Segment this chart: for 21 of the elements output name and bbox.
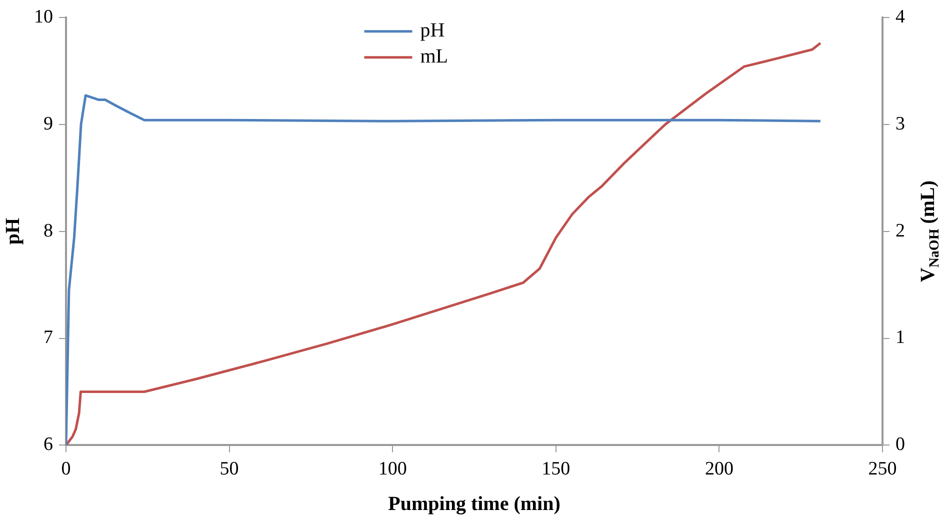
x-tick-label: 150 bbox=[542, 458, 570, 480]
y-axis-title: pH bbox=[2, 218, 24, 245]
y2-axis-title: VNaOH (mL) bbox=[917, 180, 943, 282]
y-tick-label: 10 bbox=[34, 6, 53, 28]
y-tick-label: 6 bbox=[44, 434, 53, 456]
x-tick-label: 100 bbox=[378, 458, 407, 480]
y2-tick-label: 4 bbox=[896, 6, 906, 28]
x-axis-title: Pumping time (min) bbox=[388, 493, 560, 516]
y2-tick-label: 3 bbox=[896, 113, 905, 134]
legend-label: mL bbox=[420, 46, 448, 68]
y-tick-label: 8 bbox=[44, 220, 53, 242]
y-tick-label: 9 bbox=[44, 113, 53, 134]
x-tick-label: 50 bbox=[220, 458, 239, 480]
y-tick-label: 7 bbox=[44, 327, 53, 348]
x-tick-label: 0 bbox=[61, 458, 71, 480]
y2-tick-label: 1 bbox=[896, 327, 905, 348]
x-tick-label: 200 bbox=[704, 458, 734, 480]
legend-label: pH bbox=[420, 20, 445, 42]
y2-tick-label: 0 bbox=[896, 434, 905, 456]
x-tick-label: 250 bbox=[868, 458, 897, 480]
y2-tick-label: 2 bbox=[896, 220, 905, 242]
